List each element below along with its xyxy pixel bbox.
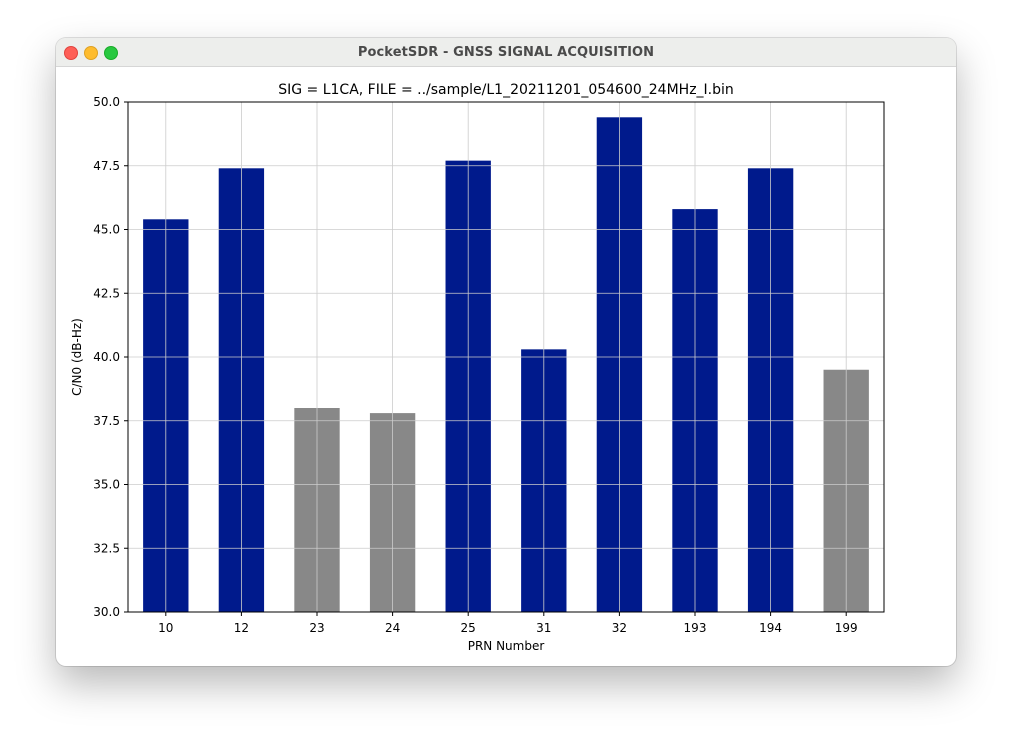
window-title: PocketSDR - GNSS SIGNAL ACQUISITION xyxy=(357,44,655,60)
x-tick-label: 23 xyxy=(309,621,324,635)
x-tick-label: 24 xyxy=(385,621,400,635)
x-tick-label: 10 xyxy=(158,621,173,635)
y-tick-label: 32.5 xyxy=(93,541,120,555)
maximize-window-button[interactable] xyxy=(104,46,118,60)
x-tick-label: 31 xyxy=(536,621,551,635)
y-axis-label: C/N0 (dB-Hz) xyxy=(70,318,84,396)
y-tick-label: 35.0 xyxy=(93,478,120,492)
x-tick-label: 199 xyxy=(835,621,858,635)
x-tick-label: 193 xyxy=(684,621,707,635)
x-tick-label: 25 xyxy=(461,621,476,635)
app-window: PocketSDR - GNSS SIGNAL ACQUISITION xyxy=(56,38,956,666)
y-tick-label: 30.0 xyxy=(93,605,120,619)
y-tick-label: 42.5 xyxy=(93,286,120,300)
title-bar: PocketSDR - GNSS SIGNAL ACQUISITION xyxy=(56,38,956,67)
x-tick-label: 12 xyxy=(234,621,249,635)
y-tick-label: 37.5 xyxy=(93,414,120,428)
y-tick-label: 45.0 xyxy=(93,223,120,237)
chart-title: SIG = L1CA, FILE = ../sample/L1_20211201… xyxy=(278,82,734,98)
bar-group xyxy=(143,117,869,613)
x-axis-label: PRN Number xyxy=(468,639,545,653)
close-window-button[interactable] xyxy=(64,46,78,60)
minimize-window-button[interactable] xyxy=(84,46,98,60)
y-axis-ticks: 30.0 32.5 35.0 37.5 40.0 42.5 45.0 47.5 50.0 xyxy=(93,95,128,619)
y-tick-label: 47.5 xyxy=(93,159,120,173)
grid-lines xyxy=(128,101,884,613)
x-axis-ticks: 10 12 23 24 25 31 32 193 194 199 xyxy=(158,612,858,635)
x-tick-label: 32 xyxy=(612,621,627,635)
y-tick-label: 40.0 xyxy=(93,350,120,364)
x-tick-label: 194 xyxy=(759,621,782,635)
y-tick-label: 50.0 xyxy=(93,95,120,109)
